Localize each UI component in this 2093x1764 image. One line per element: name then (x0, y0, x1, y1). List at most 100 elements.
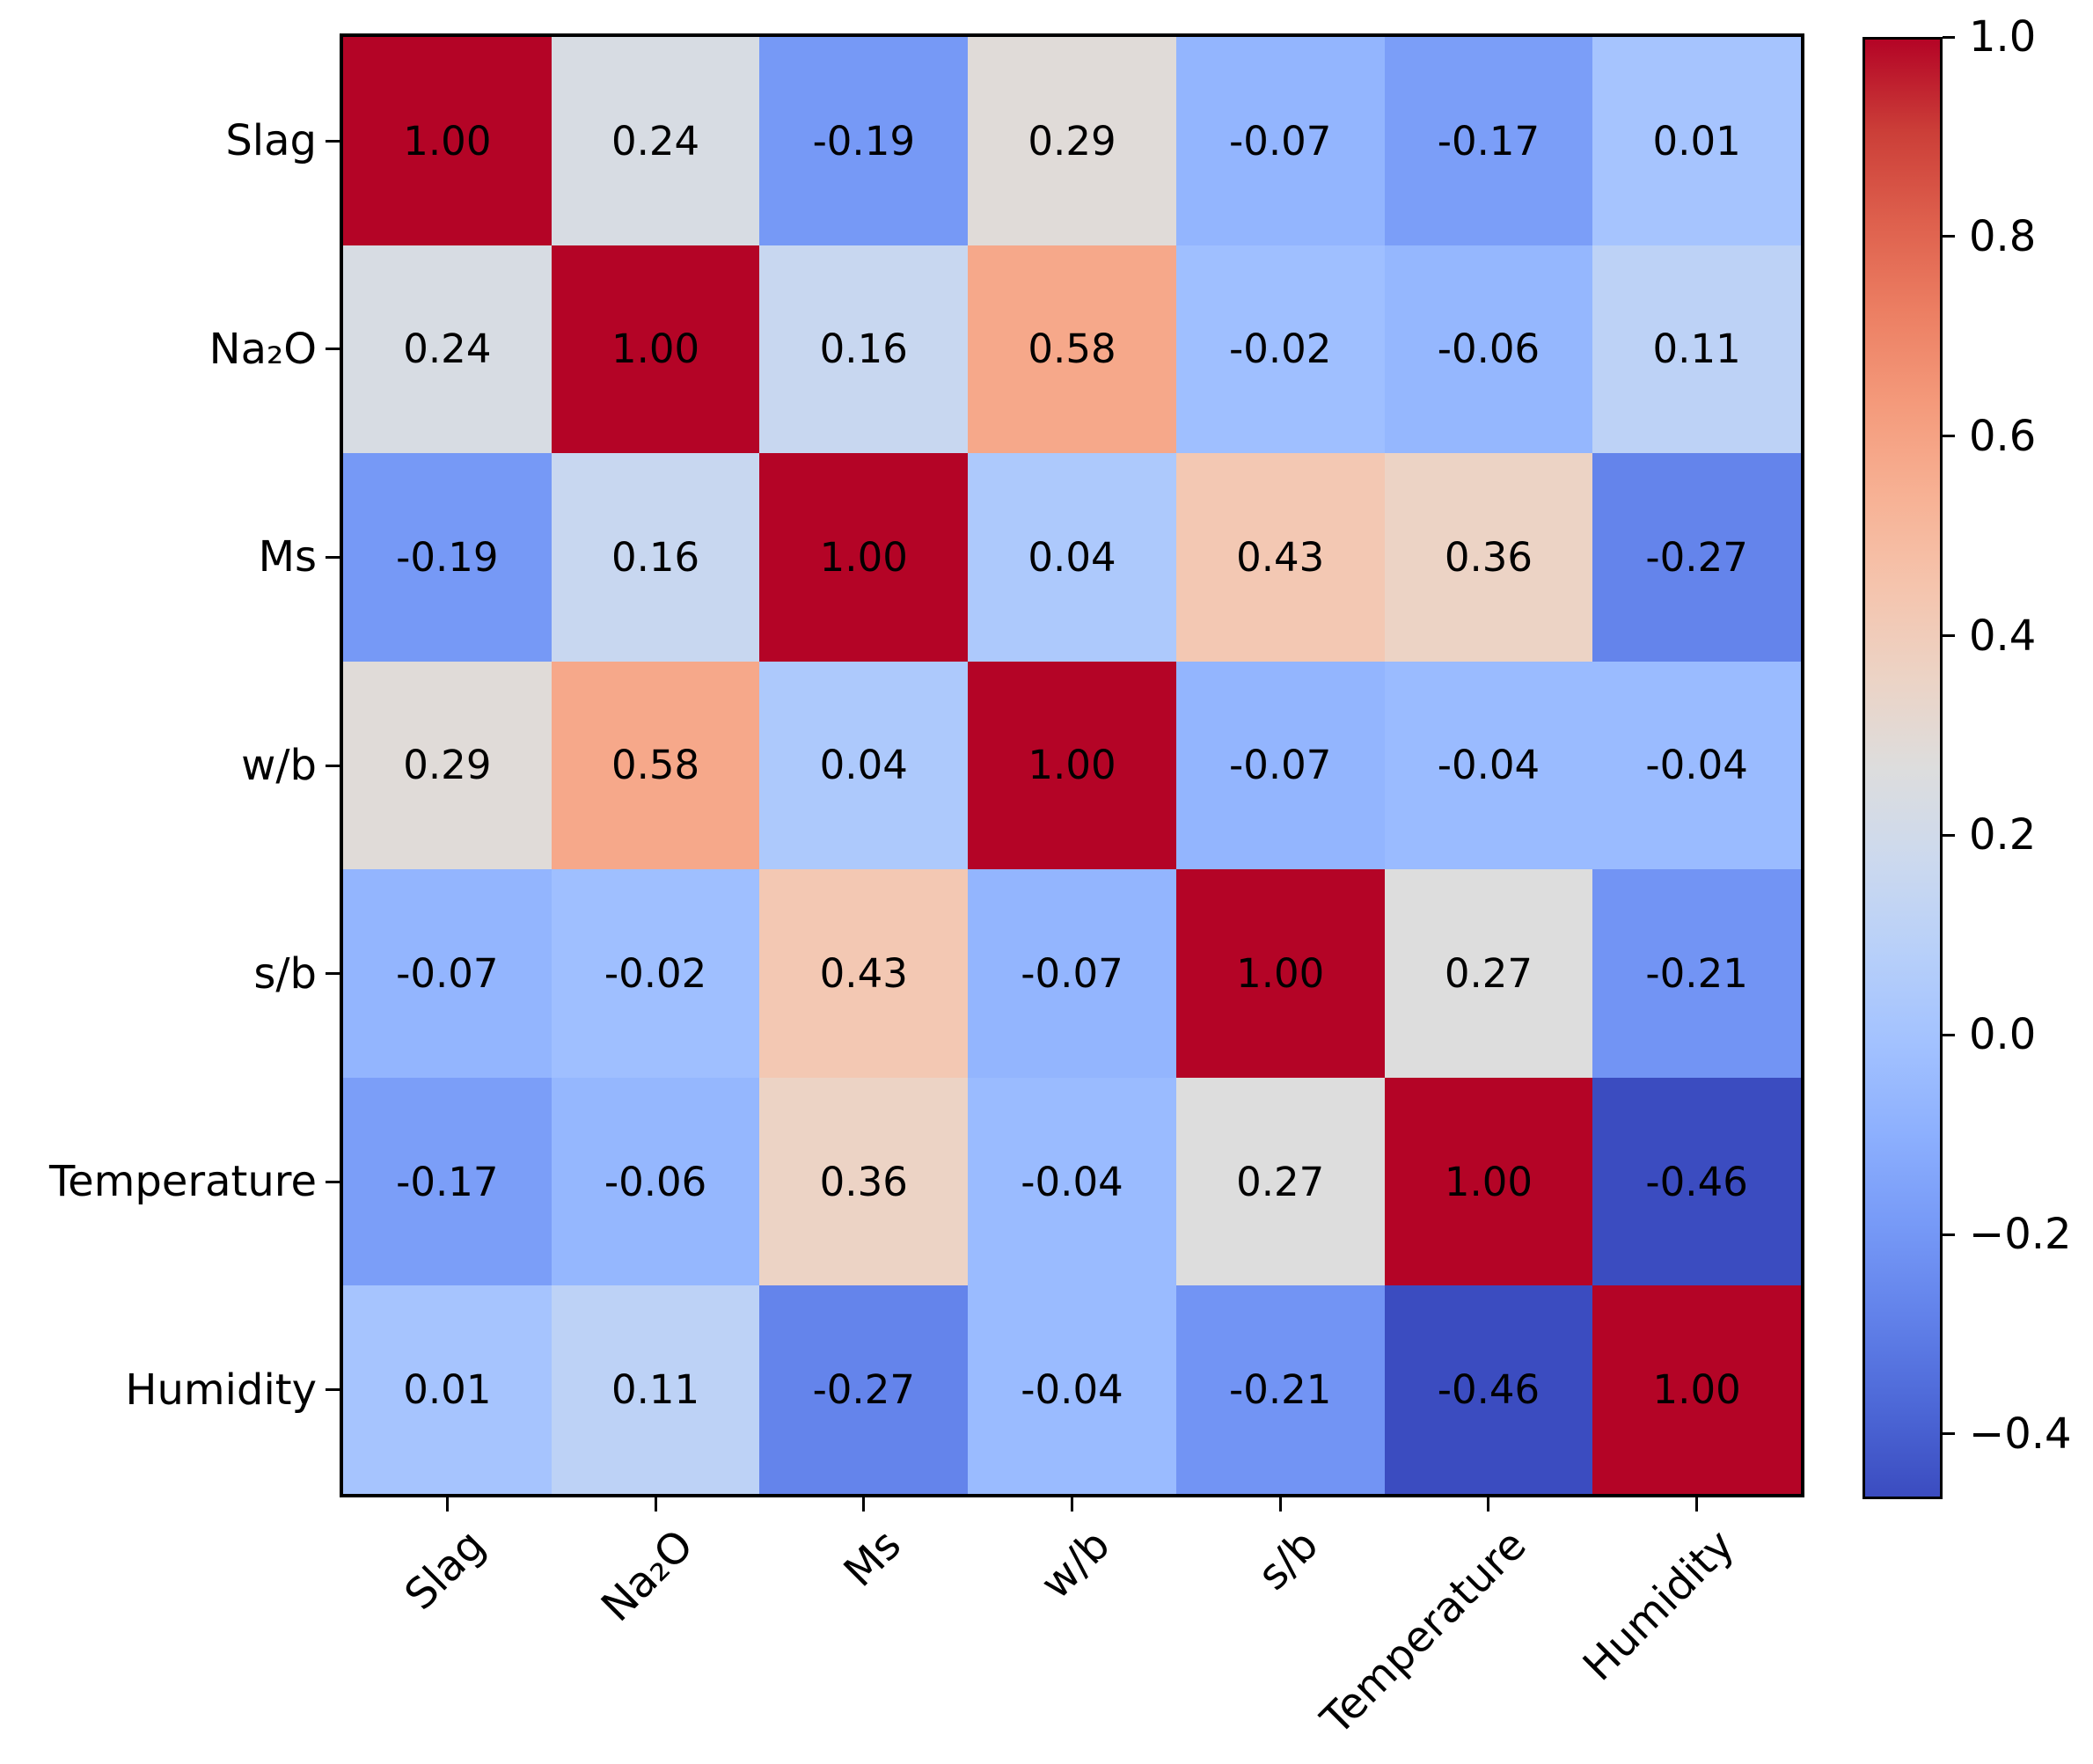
colorbar-tick-mark (1943, 435, 1955, 438)
heatmap-cell-value: -0.02 (1228, 326, 1332, 373)
colorbar-tick-mark (1943, 235, 1955, 238)
heatmap-cell: 0.58 (551, 661, 760, 870)
x-tick-label: w/b (1030, 1520, 1120, 1609)
heatmap-cell: -0.07 (1175, 661, 1385, 870)
heatmap-cell: 0.24 (551, 37, 760, 245)
heatmap-cell-value: 0.43 (1236, 533, 1325, 581)
heatmap-cell-value: -0.04 (1437, 742, 1540, 789)
heatmap-cell: 1.00 (1592, 1285, 1801, 1494)
colorbar-tick-label: 0.2 (1969, 810, 2037, 860)
heatmap-cell: 0.01 (1592, 37, 1801, 245)
heatmap-cell: 0.36 (759, 1077, 969, 1286)
heatmap-cell-value: 0.58 (611, 742, 700, 789)
heatmap-cell-value: -0.17 (396, 1158, 499, 1205)
heatmap-cell-value: -0.06 (1437, 326, 1540, 373)
heatmap-cell: -0.06 (1384, 245, 1593, 454)
heatmap-cell-value: 0.04 (819, 742, 908, 789)
heatmap-cell-value: 0.24 (403, 326, 492, 373)
x-tick-label: Na₂O (591, 1520, 703, 1632)
heatmap-cell-value: -0.07 (396, 950, 499, 998)
colorbar-tick-mark (1943, 634, 1955, 638)
heatmap-cell: -0.07 (343, 869, 552, 1078)
heatmap-cell: 0.43 (1175, 453, 1385, 662)
heatmap-cell-value: 1.00 (611, 326, 700, 373)
heatmap-cell-value: -0.02 (604, 950, 707, 998)
heatmap-cell: 1.00 (968, 661, 1176, 870)
heatmap-cell: -0.17 (1384, 37, 1593, 245)
heatmap-cell-value: 0.36 (819, 1158, 908, 1205)
heatmap-cell-value: -0.46 (1645, 1158, 1748, 1205)
y-tick-label: Slag (225, 116, 317, 166)
heatmap-cell: -0.21 (1175, 1285, 1385, 1494)
colorbar-gradient (1862, 37, 1943, 1499)
colorbar-tick-label: 0.0 (1969, 1010, 2037, 1060)
x-tick-mark (445, 1497, 449, 1511)
heatmap-cell-value: 0.11 (611, 1366, 700, 1414)
heatmap-cell-value: 0.04 (1028, 533, 1116, 581)
heatmap-cell-value: 1.00 (1652, 1366, 1741, 1414)
heatmap-cell: -0.02 (1175, 245, 1385, 454)
heatmap-cell: 1.00 (343, 37, 552, 245)
heatmap-plot-area: 1.00 0.24 -0.19 0.29 -0.07 -0.17 0.01 0.24 1.00 0… (340, 33, 1804, 1497)
y-tick-label: w/b (241, 741, 317, 790)
heatmap-cell-value: -0.04 (1645, 742, 1748, 789)
y-tick-label: Ms (258, 532, 317, 582)
heatmap-cell-value: -0.07 (1228, 742, 1332, 789)
heatmap-cell-value: 0.36 (1444, 533, 1533, 581)
heatmap-cell-value: 0.27 (1444, 950, 1533, 998)
x-tick-label: Humidity (1573, 1520, 1745, 1691)
y-tick-mark (326, 348, 340, 351)
heatmap-cell-value: 0.01 (1652, 117, 1741, 165)
x-tick-mark (1278, 1497, 1282, 1511)
heatmap-cell: 0.36 (1384, 453, 1593, 662)
heatmap-cell-value: 0.29 (403, 742, 492, 789)
heatmap-cell-value: -0.17 (1437, 117, 1540, 165)
heatmap-cell: 0.29 (968, 37, 1176, 245)
heatmap-cell: 0.29 (343, 661, 552, 870)
colorbar-tick-label: −0.4 (1969, 1409, 2072, 1459)
x-tick-label: s/b (1248, 1520, 1328, 1600)
heatmap-cell: -0.07 (968, 869, 1176, 1078)
heatmap-cell: -0.19 (343, 453, 552, 662)
heatmap-cell-value: -0.21 (1645, 950, 1748, 998)
heatmap-cell: 0.24 (343, 245, 552, 454)
heatmap-cell-value: -0.27 (812, 1366, 915, 1414)
x-tick-mark (654, 1497, 657, 1511)
heatmap-cell: -0.07 (1175, 37, 1385, 245)
heatmap-cell: -0.04 (1384, 661, 1593, 870)
heatmap-cell-value: 1.00 (1236, 950, 1325, 998)
heatmap-grid: 1.00 0.24 -0.19 0.29 -0.07 -0.17 0.01 0.24 1.00 0… (343, 37, 1801, 1494)
x-tick-label: Temperature (1311, 1520, 1536, 1745)
y-tick-mark (326, 1388, 340, 1392)
heatmap-cell: -0.04 (968, 1285, 1176, 1494)
y-tick-label: s/b (253, 948, 317, 999)
heatmap-cell-value: 0.58 (1028, 326, 1116, 373)
y-tick-mark (326, 139, 340, 143)
x-tick-mark (1071, 1497, 1073, 1511)
y-tick-mark (326, 764, 340, 767)
heatmap-cell: 0.11 (1592, 245, 1801, 454)
colorbar-tick-mark (1943, 35, 1955, 39)
heatmap-cell: 0.16 (759, 245, 969, 454)
heatmap-cell: -0.02 (551, 869, 760, 1078)
colorbar-tick-mark (1943, 833, 1955, 837)
heatmap-cell: -0.17 (343, 1077, 552, 1286)
heatmap-cell-value: -0.07 (1228, 117, 1332, 165)
x-tick-label: Slag (395, 1520, 494, 1620)
heatmap-cell: -0.46 (1384, 1285, 1593, 1494)
heatmap-cell: 1.00 (551, 245, 760, 454)
heatmap-cell: 1.00 (1384, 1077, 1593, 1286)
heatmap-cell-value: -0.19 (396, 533, 499, 581)
heatmap-cell-value: 0.24 (611, 117, 700, 165)
heatmap-cell: 0.43 (759, 869, 969, 1078)
heatmap-cell-value: 0.16 (819, 326, 908, 373)
colorbar-tick-label: 0.4 (1969, 611, 2037, 661)
heatmap-cell-value: -0.07 (1021, 950, 1123, 998)
y-tick-mark (326, 972, 340, 976)
y-tick-mark (326, 555, 340, 559)
heatmap-cell: -0.21 (1592, 869, 1801, 1078)
x-tick-mark (1695, 1497, 1699, 1511)
heatmap-cell-value: 0.27 (1236, 1158, 1325, 1205)
heatmap-cell-value: -0.04 (1021, 1158, 1123, 1205)
